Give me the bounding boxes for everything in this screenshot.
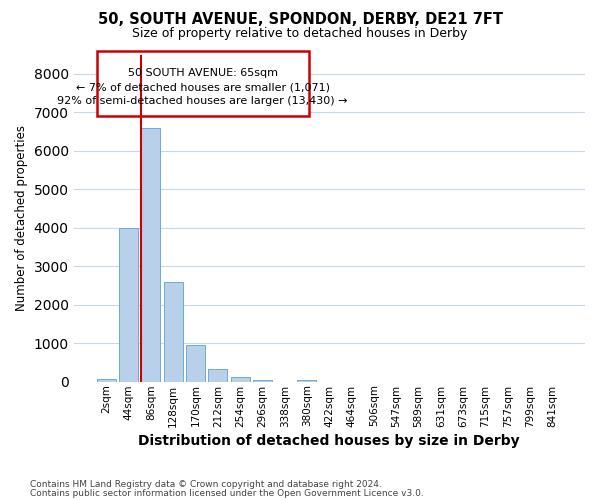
Bar — [97, 379, 116, 382]
Y-axis label: Number of detached properties: Number of detached properties — [15, 125, 28, 311]
Text: Contains public sector information licensed under the Open Government Licence v3: Contains public sector information licen… — [30, 488, 424, 498]
Bar — [230, 376, 250, 382]
X-axis label: Distribution of detached houses by size in Derby: Distribution of detached houses by size … — [139, 434, 520, 448]
Text: Contains HM Land Registry data © Crown copyright and database right 2024.: Contains HM Land Registry data © Crown c… — [30, 480, 382, 489]
Bar — [208, 369, 227, 382]
Bar — [298, 380, 316, 382]
Bar — [164, 282, 182, 382]
Text: 50 SOUTH AVENUE: 65sqm
← 7% of detached houses are smaller (1,071)
92% of semi-d: 50 SOUTH AVENUE: 65sqm ← 7% of detached … — [58, 68, 348, 106]
Bar — [186, 345, 205, 382]
FancyBboxPatch shape — [97, 50, 308, 116]
Bar — [253, 380, 272, 382]
Text: 50, SOUTH AVENUE, SPONDON, DERBY, DE21 7FT: 50, SOUTH AVENUE, SPONDON, DERBY, DE21 7… — [97, 12, 503, 28]
Bar — [142, 128, 160, 382]
Text: Size of property relative to detached houses in Derby: Size of property relative to detached ho… — [133, 28, 467, 40]
Bar — [119, 228, 138, 382]
